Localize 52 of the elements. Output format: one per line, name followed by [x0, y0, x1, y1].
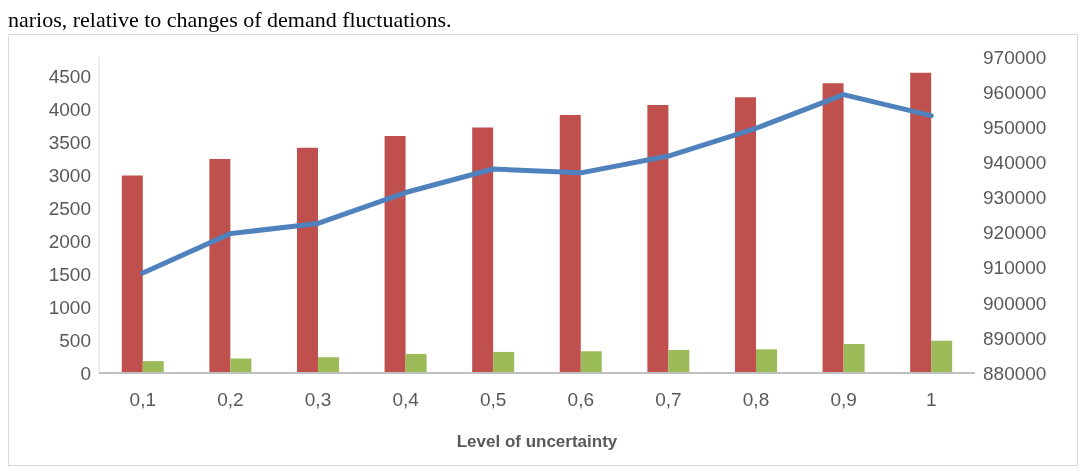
bar — [493, 351, 515, 373]
x-tick-label: 1 — [925, 389, 937, 411]
bar — [121, 175, 143, 373]
x-tick-label: 0,3 — [304, 389, 332, 411]
y2-tick-label: 910000 — [983, 257, 1047, 279]
y2-tick-label: 930000 — [983, 187, 1047, 209]
x-tick-label: 0,7 — [655, 389, 682, 411]
bar — [647, 105, 669, 373]
y-tick-label: 4500 — [48, 66, 91, 88]
bar — [580, 351, 602, 373]
x-tick-label: 0,8 — [742, 389, 770, 411]
text: narios, relative to changes of demand fluctuations. — [8, 7, 453, 32]
bar — [822, 83, 844, 373]
bar — [668, 349, 690, 373]
x-tick-label: 0,4 — [392, 389, 420, 411]
x-tick-label: 0,9 — [830, 389, 857, 411]
y2-tick-label: 880000 — [983, 362, 1047, 384]
x-tick-label: 0,1 — [129, 389, 157, 411]
x-axis-title: Level of uncertainty — [456, 432, 618, 451]
bar — [734, 97, 756, 373]
y2-tick-label: 920000 — [983, 222, 1047, 244]
y2-tick-label: 950000 — [983, 116, 1047, 138]
y2-tick-label: 890000 — [983, 327, 1047, 349]
bar — [142, 361, 164, 373]
bar — [910, 72, 932, 373]
bar — [230, 358, 252, 373]
y2-tick-label: 940000 — [983, 152, 1047, 174]
y-tick-label: 2000 — [48, 231, 91, 253]
x-tick-label: 0,5 — [479, 389, 507, 411]
y2-tick-label: 900000 — [983, 292, 1047, 314]
y-tick-label: 3500 — [48, 132, 91, 154]
y-tick-label: 3000 — [48, 165, 91, 187]
x-tick-label: 0,2 — [217, 389, 244, 411]
bar — [472, 127, 494, 373]
y-tick-label: 1500 — [48, 263, 91, 285]
y-tick-label: 500 — [59, 329, 91, 351]
bar — [296, 147, 318, 373]
y-tick-label: 0 — [80, 362, 91, 384]
bar — [405, 353, 427, 373]
bar — [843, 344, 865, 373]
y2-tick-label: 970000 — [983, 46, 1047, 68]
y-tick-label: 2500 — [48, 198, 91, 220]
bar — [209, 159, 231, 373]
bar — [317, 357, 339, 373]
bar — [384, 136, 406, 373]
bar — [559, 114, 581, 373]
y-tick-label: 1000 — [48, 296, 91, 318]
y-tick-label: 4000 — [48, 99, 91, 121]
bar — [755, 349, 777, 373]
y2-tick-label: 960000 — [983, 81, 1047, 103]
x-tick-label: 0,6 — [567, 389, 595, 411]
bar — [931, 340, 953, 373]
